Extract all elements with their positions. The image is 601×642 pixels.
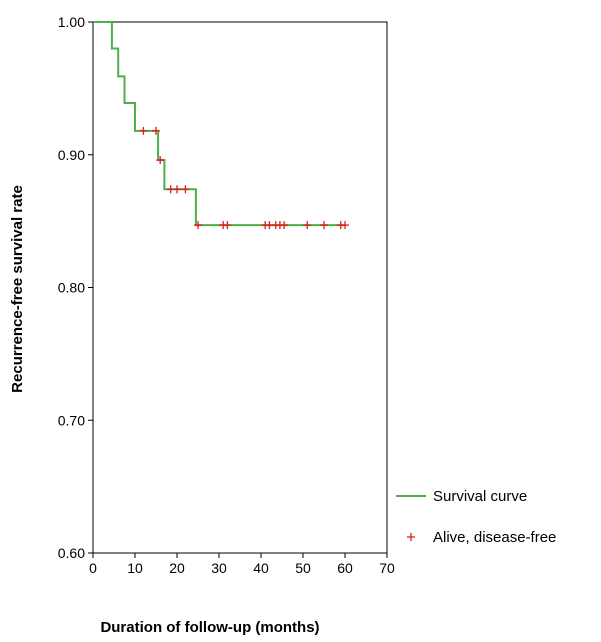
x-tick-label: 60 [337,560,353,576]
y-tick-label: 1.00 [58,14,85,30]
censor-mark [194,221,202,230]
series-layer [93,21,349,230]
x-tick-label: 50 [295,560,311,576]
x-tick-label: 40 [253,560,269,576]
legend: Survival curve Alive, disease-free [396,488,556,546]
legend-censor-label: Alive, disease-free [433,529,556,546]
y-axis: 0.60 0.70 0.80 0.90 1.00 [58,14,93,561]
y-tick-label: 0.70 [58,412,85,428]
censor-mark [303,221,312,230]
censor-mark [280,221,289,230]
censor-mark [152,126,160,135]
x-tick-label: 70 [379,560,395,576]
plot-border [92,21,388,554]
censor-mark [139,126,148,135]
x-tick-label: 0 [89,560,97,576]
y-axis-title: Recurrence-free survival rate [9,185,26,393]
censor-mark [341,221,349,230]
plot-area [92,21,388,554]
x-tick-label: 20 [169,560,185,576]
censor-mark [320,221,328,230]
y-tick-label: 0.90 [58,147,85,163]
y-tick-label: 0.60 [58,545,85,561]
x-axis-title: Duration of follow-up (months) [100,619,319,636]
legend-survival-label: Survival curve [433,488,527,505]
x-tick-label: 30 [211,560,227,576]
censor-mark [223,221,232,230]
censor-mark [181,185,190,194]
legend-censor-swatch [407,533,415,541]
censor-mark [156,156,165,165]
x-axis: 0 10 20 30 40 50 60 70 [89,553,395,576]
y-tick-label: 0.80 [58,280,85,296]
survival-curve-line [93,21,345,227]
censor-mark [173,185,181,194]
x-tick-label: 10 [127,560,143,576]
